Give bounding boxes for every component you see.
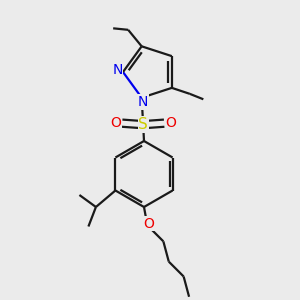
Text: O: O xyxy=(143,217,154,230)
Text: N: N xyxy=(138,95,148,109)
Text: N: N xyxy=(112,64,123,77)
Text: O: O xyxy=(165,116,176,130)
Text: S: S xyxy=(138,117,148,132)
Text: O: O xyxy=(110,116,121,130)
